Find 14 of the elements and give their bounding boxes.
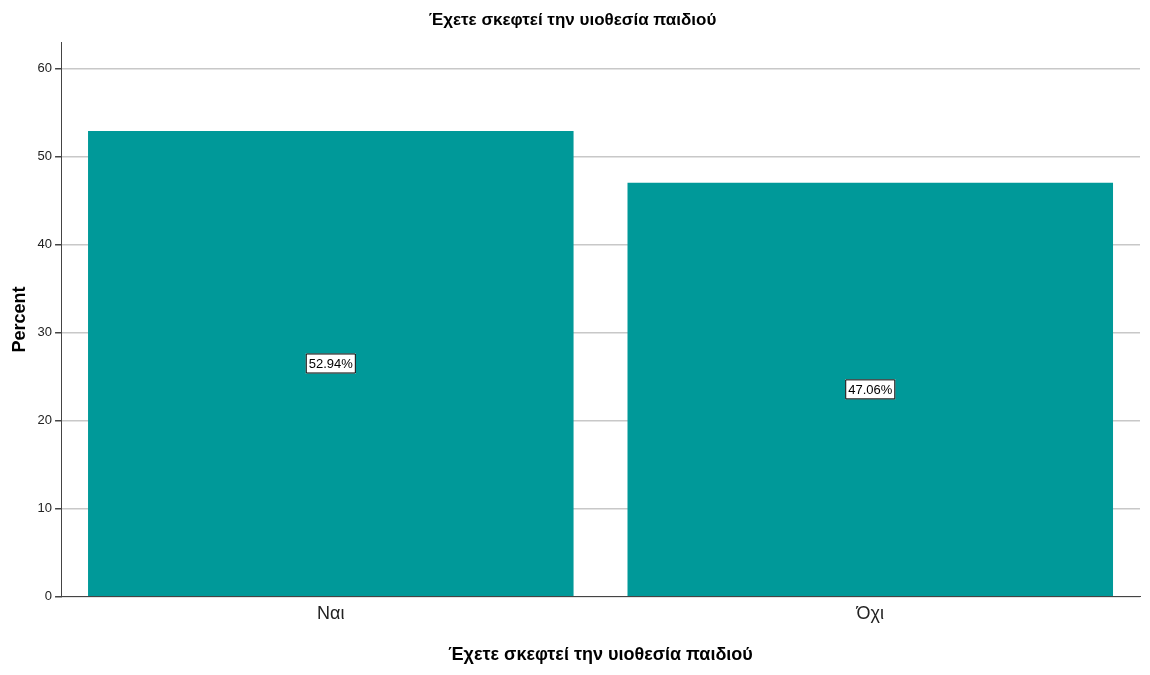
data-label: 52.94% [308, 356, 354, 372]
y-tick-label: 40 [37, 236, 53, 252]
y-axis-title: Percent [8, 286, 29, 353]
data-label: 47.06% [848, 381, 893, 397]
chart-title: Έχετε σκεφτεί την υιοθεσία παιδιού [428, 9, 717, 29]
y-tick-label: 0 [44, 588, 53, 604]
x-tick-label: Ναι [317, 602, 345, 623]
y-tick-label: 10 [37, 500, 53, 516]
y-tick-label: 50 [37, 148, 53, 164]
x-tick-label: Όχι [855, 602, 884, 623]
y-tick-label: 30 [37, 324, 53, 340]
x-axis-title: Έχετε σκεφτεί την υιοθεσία παιδιού [448, 644, 753, 665]
y-tick-label: 60 [37, 60, 53, 76]
y-tick-label: 20 [37, 412, 53, 428]
